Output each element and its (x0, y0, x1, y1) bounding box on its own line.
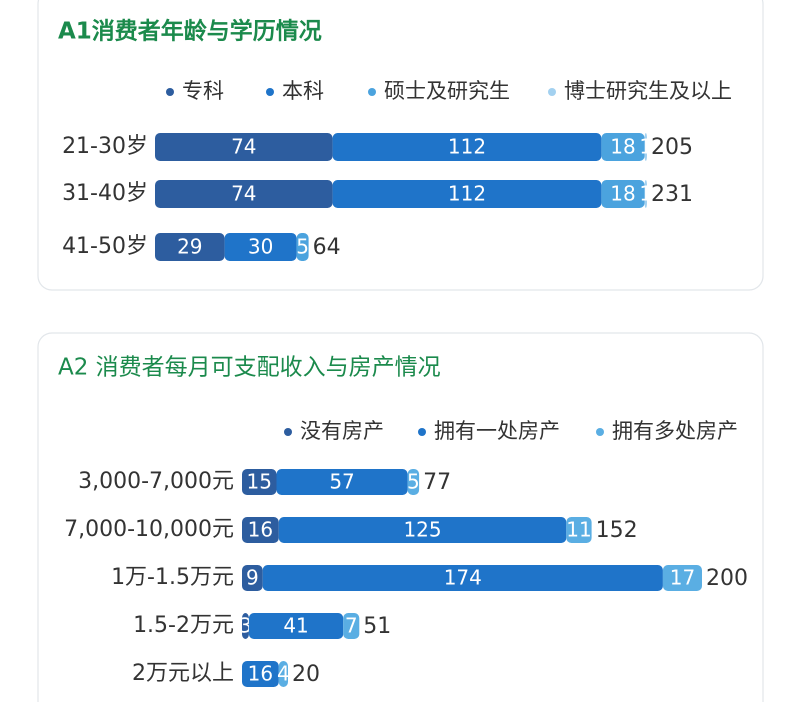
legend-marker (418, 428, 426, 436)
total-label: 64 (313, 235, 341, 260)
total-label: 20 (292, 662, 320, 687)
segment-label: 18 (610, 135, 635, 159)
category-label: 31-40岁 (62, 181, 148, 206)
bar-segment (155, 180, 333, 208)
segment-label: 16 (248, 518, 273, 542)
bar-segment (242, 613, 249, 639)
bar-segment (155, 233, 225, 261)
segment-label: 1 (639, 135, 652, 159)
bar-segment (644, 133, 647, 161)
bar-segment (601, 133, 645, 161)
segment-label: 112 (448, 182, 486, 206)
bar-segment (248, 613, 344, 639)
legend-marker (596, 428, 604, 436)
legend-label: 专科 (182, 79, 224, 103)
legend-label: 没有房产 (300, 419, 384, 443)
bar-segment (278, 661, 288, 687)
bar-segment (343, 613, 360, 639)
chart-title: A1消费者年龄与学历情况 (58, 18, 322, 45)
total-label: 152 (596, 518, 638, 543)
legend-marker (266, 88, 274, 96)
total-label: 51 (363, 614, 391, 639)
bar-segment (332, 180, 602, 208)
bar-segment (224, 233, 297, 261)
bar-segment (242, 517, 279, 543)
segment-label: 18 (610, 182, 635, 206)
segment-label: 17 (670, 566, 695, 590)
bar-segment (242, 469, 277, 495)
legend-label: 拥有多处房产 (612, 419, 738, 443)
bar-segment (332, 133, 602, 161)
segment-label: 30 (248, 235, 273, 259)
segment-label: 112 (448, 135, 486, 159)
bar-segment (242, 565, 263, 591)
category-label: 3,000-7,000元 (78, 469, 234, 494)
legend-marker (166, 88, 174, 96)
bar-segment (601, 180, 645, 208)
bar-segment (644, 180, 647, 208)
segment-label: 74 (231, 182, 256, 206)
total-label: 200 (706, 566, 748, 591)
category-label: 7,000-10,000元 (64, 517, 234, 542)
segment-label: 125 (403, 518, 441, 542)
chart-title: A2 消费者每月可支配收入与房产情况 (58, 355, 441, 381)
total-label: 231 (651, 182, 693, 207)
segment-label: 7 (345, 614, 358, 638)
category-label: 1万-1.5万元 (111, 565, 234, 590)
category-label: 21-30岁 (62, 134, 148, 159)
legend-label: 博士研究生及以上 (564, 79, 732, 103)
bar-segment (155, 133, 333, 161)
segment-label: 3 (239, 614, 252, 638)
category-label: 2万元以上 (132, 661, 234, 686)
segment-label: 11 (566, 518, 591, 542)
legend-label: 硕士及研究生 (384, 79, 510, 103)
legend-label: 本科 (282, 79, 324, 103)
bar-segment (407, 469, 420, 495)
legend-label: 拥有一处房产 (434, 419, 560, 443)
segment-label: 57 (329, 470, 354, 494)
legend-marker (368, 88, 376, 96)
bar-segment (662, 565, 702, 591)
bar-segment (242, 661, 279, 687)
segment-label: 4 (277, 662, 290, 686)
segment-label: 74 (231, 135, 256, 159)
bar-segment (276, 469, 408, 495)
segment-label: 1 (639, 182, 652, 206)
bar-segment (278, 517, 567, 543)
category-label: 41-50岁 (62, 234, 148, 259)
bar-segment (262, 565, 663, 591)
segment-label: 16 (248, 662, 273, 686)
segment-label: 174 (444, 566, 482, 590)
legend-marker (284, 428, 292, 436)
segment-label: 9 (246, 566, 259, 590)
category-label: 1.5-2万元 (133, 613, 234, 638)
segment-label: 5 (296, 235, 309, 259)
legend-marker (548, 88, 556, 96)
segment-label: 41 (283, 614, 308, 638)
segment-label: 5 (407, 470, 420, 494)
bar-segment (296, 233, 309, 261)
total-label: 77 (423, 470, 451, 495)
segment-label: 29 (177, 235, 202, 259)
bar-segment (566, 517, 592, 543)
segment-label: 15 (247, 470, 272, 494)
total-label: 205 (651, 135, 693, 160)
